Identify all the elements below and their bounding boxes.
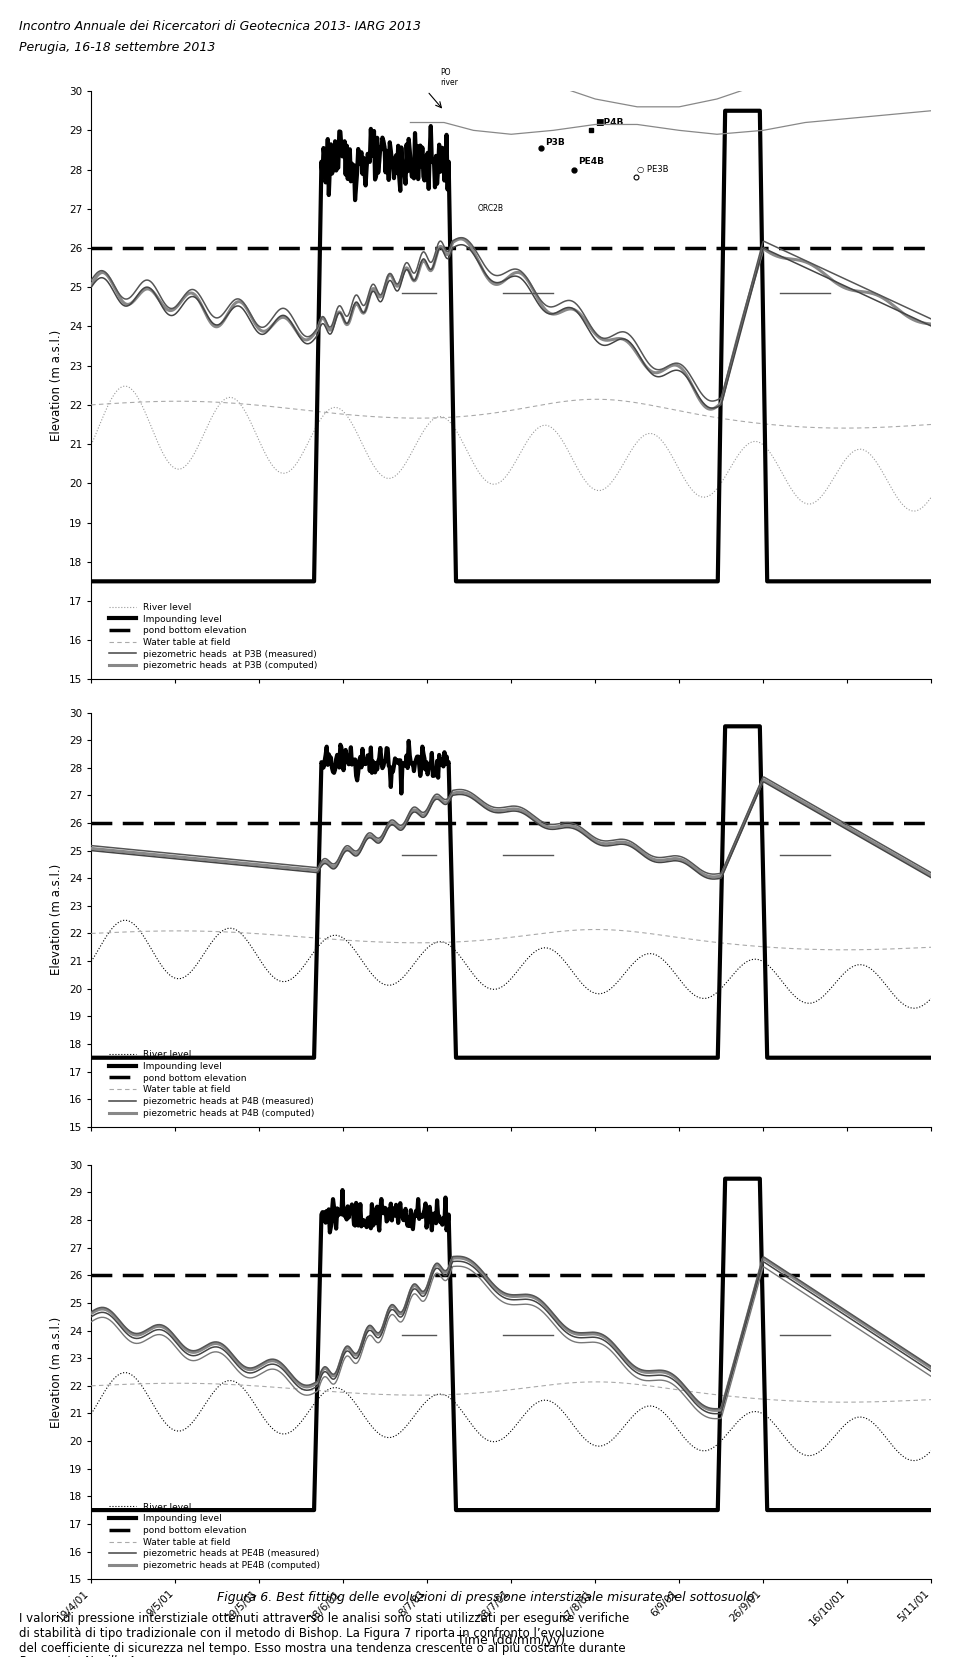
Text: I valori di pressione interstiziale ottenuti attraverso le analisi sono stati ut: I valori di pressione interstiziale otte… (19, 1612, 630, 1626)
Text: P3B: P3B (544, 138, 564, 146)
Y-axis label: Elevation (m a.s.l.): Elevation (m a.s.l.) (50, 330, 63, 441)
Text: Pagano L., Nocilla A.: Pagano L., Nocilla A. (19, 1655, 140, 1657)
Y-axis label: Elevation (m a.s.l.): Elevation (m a.s.l.) (50, 863, 63, 976)
Legend: River level, Impounding level, pond bottom elevation, Water table at field, piez: River level, Impounding level, pond bott… (104, 1498, 324, 1574)
Text: del coefficiente di sicurezza nel tempo. Esso mostra una tendenza crescente o al: del coefficiente di sicurezza nel tempo.… (19, 1642, 626, 1655)
Text: PO
river: PO river (440, 68, 458, 88)
Text: ○ PE3B: ○ PE3B (637, 166, 669, 174)
X-axis label: Time (dd/mm/yy): Time (dd/mm/yy) (457, 1634, 565, 1647)
Text: PE4B: PE4B (578, 157, 605, 166)
Legend: River level, Impounding level, pond bottom elevation, Water table at field, piez: River level, Impounding level, pond bott… (104, 598, 322, 674)
Text: ■P4B: ■P4B (595, 118, 624, 128)
Text: Figura 6. Best fitting delle evoluzioni di pressione interstiziale misurate nel : Figura 6. Best fitting delle evoluzioni … (205, 1591, 755, 1604)
Text: Incontro Annuale dei Ricercatori di Geotecnica 2013- IARG 2013: Incontro Annuale dei Ricercatori di Geot… (19, 20, 421, 33)
Text: di stabilità di tipo tradizionale con il metodo di Bishop. La Figura 7 riporta i: di stabilità di tipo tradizionale con il… (19, 1627, 605, 1640)
Y-axis label: Elevation (m a.s.l.): Elevation (m a.s.l.) (50, 1316, 63, 1428)
Legend: River level, Impounding level, pond bottom elevation, Water table at field, piez: River level, Impounding level, pond bott… (104, 1046, 319, 1122)
Text: Perugia, 16-18 settembre 2013: Perugia, 16-18 settembre 2013 (19, 41, 216, 55)
Text: ORC2B: ORC2B (477, 204, 504, 214)
